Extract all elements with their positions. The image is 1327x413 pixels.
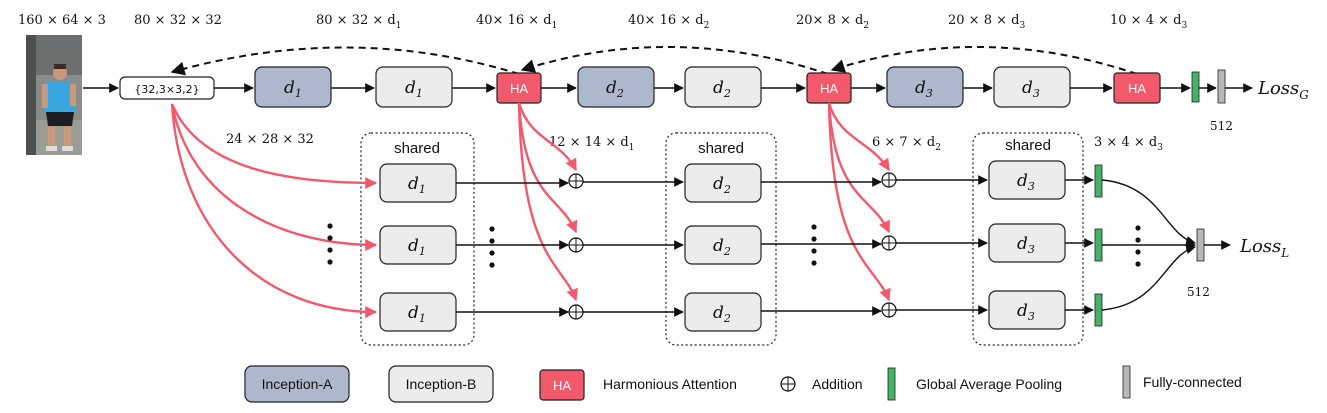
global-inception-b-2-label: d2 [713,78,731,100]
dim-local-3: 3 × 4 × d3 [1094,135,1163,153]
stem-conv-label: {32,3×3,2} [134,83,199,96]
dim-stem: 80 × 32 × 32 [134,13,222,28]
local-block-3-3-label: d3 [1017,301,1035,323]
global-inception-b-1-label: d1 [405,78,423,100]
global-inception-a-1 [254,66,332,108]
dim-local-1: 12 × 14 × d1 [549,135,634,153]
shared-label-1: shared [394,140,440,157]
local-block-3-2-label: d3 [1017,234,1035,256]
shared-group-1 [360,132,475,346]
legend-ha-swatch [539,369,585,401]
legend-fc-label: Fully-connected [1143,374,1242,390]
dim-crop: 24 × 28 × 32 [226,132,314,147]
global-inception-b-3-label: d3 [1022,78,1040,100]
local-gap-2 [1094,228,1103,262]
local-block-2-1 [684,163,762,203]
local-fc [1196,228,1205,262]
local-block-1-2-label: d1 [408,236,426,258]
addition-node-2-3 [881,302,897,318]
input-person-image [26,35,82,155]
global-inception-b-1 [375,66,453,108]
skip-arrow-1 [170,46,520,76]
local-block-3-1-label: d3 [1017,171,1035,193]
fc-dim-global: 512 [1210,119,1233,133]
shared-group-3 [972,132,1084,346]
legend: Inception-A Inception-B HA Harmonious At… [244,365,1242,403]
legend-addition-icon [780,376,796,392]
dim-stage1: 80 × 32 × d1 [316,13,401,31]
attention-paths [170,102,891,318]
loss-global: LossG [1257,78,1309,102]
global-inception-b-3 [993,66,1071,108]
global-inception-a-3 [886,66,964,108]
addition-node-1-2 [568,237,584,253]
ha-block-3-label: HA [1128,81,1146,96]
local-block-1-1-label: d1 [408,174,426,196]
dim-stage2: 40× 16 × d2 [628,13,709,31]
legend-fc-swatch [1122,365,1131,399]
addition-node-2-2 [881,235,897,251]
legend-addition-label: Addition [812,376,863,392]
addition-node-2-1 [881,172,897,188]
local-block-2-3-label: d2 [713,303,731,325]
ha-block-2-label: HA [820,81,838,96]
dim-local-2: 6 × 7 × d2 [872,135,941,153]
skip-arrow-3 [830,46,1138,75]
global-inception-a-2-label: d2 [606,78,624,100]
legend-gap-label: Global Average Pooling [916,376,1062,392]
legend-inception-b-swatch [388,365,494,403]
addition-node-1-1 [568,173,584,189]
global-fc [1217,69,1226,104]
ellipsis-dots [327,223,1141,268]
addition-node-1-3 [568,304,584,320]
global-gap [1191,71,1200,103]
dim-ha2: 20× 8 × d2 [796,13,869,31]
dim-ha3: 10 × 4 × d3 [1110,13,1187,31]
local-gap-1 [1094,164,1103,198]
local-block-2-1-label: d2 [713,174,731,196]
global-inception-a-3-label: d3 [915,78,933,100]
legend-gap-swatch [887,367,896,401]
legend-inception-a-swatch [244,365,350,403]
skip-arrow-2 [520,46,829,75]
global-inception-a-2 [577,66,655,108]
local-block-1-3-label: d1 [408,303,426,325]
legend-inception-a-label: Inception-A [262,376,333,392]
dim-stage3: 20 × 8 × d3 [948,13,1025,31]
local-block-2-3 [684,292,762,332]
shared-group-2 [665,132,777,346]
dim-ha1: 40× 16 × d1 [476,13,557,31]
loss-local: LossL [1239,236,1289,260]
shared-label-3: shared [1005,137,1051,154]
fc-dim-local: 512 [1187,285,1210,299]
legend-ha-label: Harmonious Attention [603,376,737,392]
dim-input: 160 × 64 × 3 [18,13,106,28]
local-gap-3 [1094,293,1103,327]
legend-ha-swatch-label: HA [553,378,571,393]
local-merge-paths [1101,179,1196,311]
global-inception-b-2 [684,66,762,108]
local-block-2-2-label: d2 [713,236,731,258]
global-inception-a-1-label: d1 [284,78,302,100]
local-block-2-2 [684,225,762,265]
ha-block-1-label: HA [510,81,528,96]
legend-inception-b-label: Inception-B [406,376,477,392]
shared-label-2: shared [698,140,744,157]
